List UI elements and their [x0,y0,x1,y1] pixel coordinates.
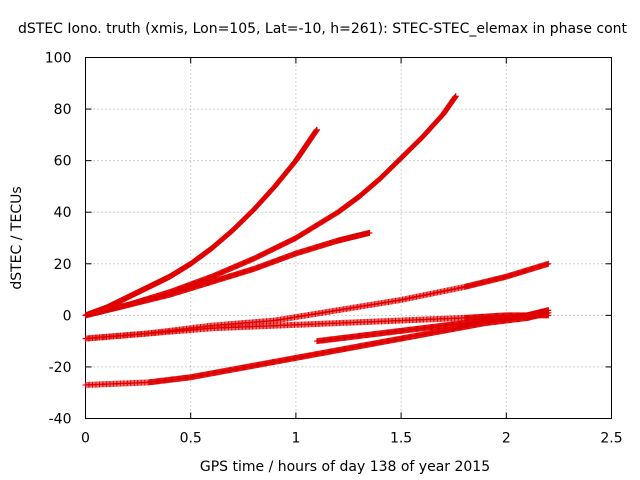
data-point [545,309,552,316]
y-tick-label: 100 [45,51,72,67]
series-arc-5 [82,312,552,342]
y-tick-label: 0 [63,308,72,324]
series-arc-7 [82,309,552,388]
y-axis: -40 -20 0 20 40 60 80 100 [45,51,612,428]
x-tick-label: 2 [502,431,511,447]
y-tick-label: 40 [54,205,72,221]
data-point [452,93,459,100]
x-axis: 0 0.5 1 1.5 2 2.5 [81,57,623,447]
y-axis-label: dSTEC / TECUs [9,186,25,289]
data-marks [82,93,552,388]
plot-frame [85,57,612,419]
y-tick-label: -20 [49,360,72,376]
y-tick-label: 20 [54,257,72,273]
series-arc-3 [82,229,373,319]
y-tick-label: -40 [49,412,72,428]
chart-title: dSTEC Iono. truth (xmis, Lon=105, Lat=-1… [18,21,628,37]
data-point [545,260,552,267]
series-arc-2 [82,93,459,319]
series-arc-1 [82,126,320,319]
x-tick-label: 2.5 [600,431,622,447]
x-axis-label: GPS time / hours of day 138 of year 2015 [200,459,490,475]
y-tick-label: 80 [54,102,72,118]
data-point [313,126,320,133]
x-tick-label: 1.5 [390,431,412,447]
x-tick-label: 0 [81,431,90,447]
x-tick-label: 1 [291,431,300,447]
y-tick-label: 60 [54,154,72,170]
data-point [366,229,373,236]
x-tick-label: 0.5 [180,431,202,447]
